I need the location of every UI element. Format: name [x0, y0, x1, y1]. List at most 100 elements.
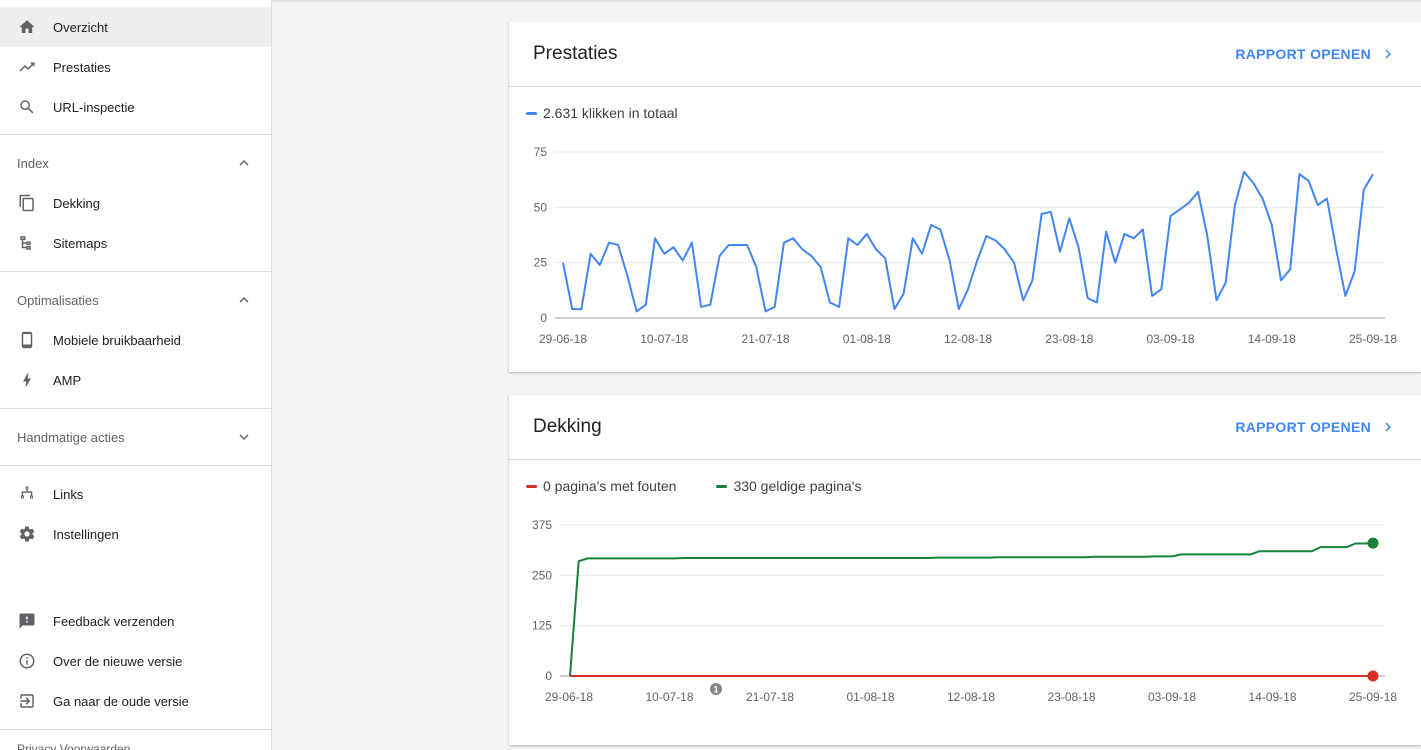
x-tick-label: 14-09-18: [1248, 332, 1296, 346]
legend-swatch: [526, 484, 537, 488]
legend-item-fouten[interactable]: 0 pagina's met fouten: [526, 478, 676, 494]
series-line-klikken[interactable]: [562, 170, 1374, 313]
annotation-label: 1: [713, 685, 718, 695]
sidebar-item-dekking[interactable]: Dekking: [0, 183, 271, 223]
sidebar-item-over-nieuwe-versie[interactable]: Over de nieuwe versie: [0, 641, 271, 681]
legend-item-klikken[interactable]: 2.631 klikken in totaal: [526, 105, 678, 121]
x-tick-label: 10-07-18: [640, 332, 688, 346]
card-header: Dekking RAPPORT OPENEN: [509, 395, 1421, 460]
y-tick-label: 25: [534, 256, 548, 270]
bolt-icon: [17, 370, 37, 390]
gear-icon: [17, 524, 37, 544]
search-icon: [17, 97, 37, 117]
sidebar-item-label: Overzicht: [53, 19, 108, 35]
x-tick-label: 29-06-18: [539, 332, 587, 346]
card-title: Prestaties: [533, 43, 618, 64]
sidebar-item-label: Ga naar de oude versie: [53, 693, 189, 709]
sidebar-item-overzicht[interactable]: Overzicht: [0, 7, 271, 47]
x-tick-label: 23-08-18: [1045, 332, 1093, 346]
sidebar-item-label: Instellingen: [53, 526, 119, 542]
chevron-right-icon: [1385, 49, 1391, 59]
divider: [0, 271, 271, 272]
divider: [0, 134, 271, 135]
info-icon: [17, 651, 37, 671]
section-label: Handmatige acties: [17, 429, 125, 445]
legend-label: 2.631 klikken in totaal: [543, 105, 678, 121]
sidebar-item-amp[interactable]: AMP: [0, 360, 271, 400]
sitemap-icon: [17, 233, 37, 253]
rapport-openen-button[interactable]: RAPPORT OPENEN: [1235, 45, 1397, 63]
section-optimalisaties-toggle[interactable]: Optimalisaties: [0, 272, 271, 328]
phone-icon: [17, 330, 37, 350]
legend-swatch: [526, 111, 537, 115]
series-line-geldig[interactable]: [569, 542, 1374, 677]
chevron-up-icon: [239, 297, 249, 303]
x-tick-label: 14-09-18: [1248, 690, 1296, 704]
card-header: Prestaties RAPPORT OPENEN: [509, 22, 1421, 87]
chevron-up-icon: [239, 160, 249, 166]
y-tick-label: 0: [545, 669, 552, 683]
x-tick-label: 12-08-18: [944, 332, 992, 346]
x-tick-label: 03-09-18: [1146, 332, 1194, 346]
x-tick-label: 25-09-18: [1349, 690, 1397, 704]
y-tick-label: 75: [534, 145, 548, 159]
x-tick-label: 21-07-18: [746, 690, 794, 704]
sidebar-item-prestaties[interactable]: Prestaties: [0, 47, 271, 87]
link-label: RAPPORT OPENEN: [1235, 419, 1371, 435]
sidebar-item-url-inspectie[interactable]: URL-inspectie: [0, 87, 271, 127]
dekking-card: Dekking RAPPORT OPENEN 0 pagina's met fo…: [509, 395, 1421, 745]
exit-icon: [17, 691, 37, 711]
sidebar-item-oude-versie[interactable]: Ga naar de oude versie: [0, 681, 271, 721]
section-index-toggle[interactable]: Index: [0, 135, 271, 191]
sidebar-item-label: Prestaties: [53, 59, 111, 75]
sidebar-item-sitemaps[interactable]: Sitemaps: [0, 223, 271, 263]
x-tick-label: 12-08-18: [947, 690, 995, 704]
x-tick-label: 23-08-18: [1047, 690, 1095, 704]
sidebar-item-instellingen[interactable]: Instellingen: [0, 514, 271, 554]
copy-icon: [17, 193, 37, 213]
legend-label: 0 pagina's met fouten: [543, 478, 677, 494]
legend-swatch: [716, 484, 728, 488]
sidebar-item-label: Over de nieuwe versie: [53, 653, 183, 669]
y-tick-label: 125: [532, 619, 552, 633]
divider: [0, 465, 271, 466]
y-tick-label: 250: [532, 568, 552, 582]
chart-legend: 2.631 klikken in totaal: [509, 87, 1421, 121]
x-tick-label: 03-09-18: [1148, 690, 1196, 704]
chevron-right-icon: [1385, 422, 1391, 432]
section-label: Index: [17, 155, 49, 171]
annotation-marker[interactable]: [710, 683, 722, 695]
sidebar-item-label: Sitemaps: [53, 235, 108, 251]
trending-up-icon: [17, 57, 37, 77]
link-label: RAPPORT OPENEN: [1235, 46, 1371, 62]
dekking-chart-svg: 375 250 125 0 29-06-18 10-07-18 21-07-18 01-08-…: [532, 518, 1397, 704]
legend-item-geldig[interactable]: 330 geldige pagina's: [716, 478, 861, 494]
x-tick-label: 29-06-18: [545, 690, 593, 704]
sidebar-item-feedback[interactable]: Feedback verzenden: [0, 601, 271, 641]
sidebar: Overzicht Prestaties URL-inspectie Index…: [0, 0, 272, 750]
x-tick-label: 10-07-18: [645, 690, 693, 704]
x-tick-label: 01-08-18: [846, 690, 894, 704]
series-end-point-fouten[interactable]: [1367, 670, 1379, 682]
legend-label: 330 geldige pagina's: [733, 478, 862, 494]
sidebar-item-links[interactable]: Links: [0, 474, 271, 514]
sidebar-item-label: Dekking: [53, 195, 100, 211]
footer-links[interactable]: Privacy Voorwaarden: [17, 742, 131, 750]
sidebar-item-label: Feedback verzenden: [53, 613, 175, 629]
top-divider: [272, 0, 1421, 2]
sidebar-item-label: Mobiele bruikbaarheid: [53, 332, 181, 348]
prestaties-card: Prestaties RAPPORT OPENEN 2.631 klikken …: [509, 22, 1421, 372]
sidebar-item-label: URL-inspectie: [53, 99, 135, 115]
y-tick-label: 375: [532, 518, 552, 532]
sidebar-item-mobiele-bruikbaarheid[interactable]: Mobiele bruikbaarheid: [0, 320, 271, 360]
sidebar-item-label: Links: [53, 486, 84, 502]
chart-legend: 0 pagina's met fouten 330 geldige pagina…: [509, 460, 1421, 494]
home-icon: [17, 17, 37, 37]
section-handmatige-acties-toggle[interactable]: Handmatige acties: [0, 409, 271, 465]
y-tick-label: 0: [540, 311, 547, 325]
series-end-point-geldig[interactable]: [1367, 537, 1379, 549]
rapport-openen-button[interactable]: RAPPORT OPENEN: [1235, 418, 1397, 436]
prestaties-chart-svg: 75 50 25 0 29-06-18 10-07-18 21-07-18 01-08-18 1…: [534, 145, 1398, 346]
divider: [0, 408, 271, 409]
x-tick-label: 01-08-18: [843, 332, 891, 346]
